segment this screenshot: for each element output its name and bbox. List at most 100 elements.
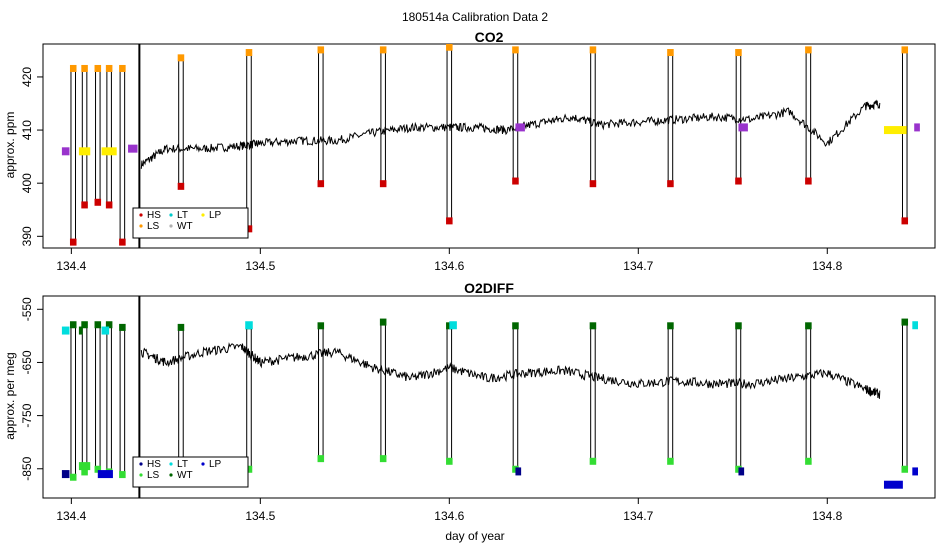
- calibration-spike: [106, 325, 112, 472]
- co2-x-axis: 134.4 134.5 134.6 134.7 134.8: [56, 248, 843, 273]
- legend-marker: [169, 224, 173, 228]
- x-tick-label: 134.7: [623, 259, 653, 273]
- spike-top-marker: [667, 49, 674, 57]
- flat-segment: [61, 470, 70, 479]
- spike-bottom-marker: [69, 473, 77, 481]
- spike-top-marker: [69, 64, 77, 72]
- y-tick-label: -750: [20, 403, 34, 427]
- y-tick-label: -850: [20, 456, 34, 480]
- x-tick-label: 134.6: [434, 259, 464, 273]
- calibration-spike: [318, 326, 324, 459]
- calibration-spike: [119, 68, 126, 242]
- calibration-spike: [590, 326, 596, 461]
- y-tick-label: 410: [20, 120, 34, 140]
- x-tick-label: 134.4: [56, 509, 86, 523]
- flat-segment: [128, 144, 138, 153]
- calibration-spike: [70, 68, 77, 242]
- spike-bottom-marker: [81, 468, 88, 476]
- flat-segment: [449, 321, 457, 330]
- legend-marker: [169, 213, 173, 217]
- o2diff-y-axis: -850 -750 -650 -550: [20, 297, 43, 481]
- calibration-spike: [81, 68, 88, 205]
- co2-title: CO2: [475, 29, 504, 45]
- calibration-spike: [735, 53, 742, 181]
- y-tick-label: -650: [20, 350, 34, 374]
- co2-ylabel: approx. ppm: [3, 112, 17, 179]
- x-tick-label: 134.4: [56, 259, 86, 273]
- calibration-spike: [512, 326, 519, 469]
- calibration-spike: [119, 327, 126, 475]
- flat-segment: [245, 321, 253, 330]
- x-tick-label: 134.8: [812, 509, 842, 523]
- co2-plot-frame: [42, 43, 936, 249]
- legend-entry: WT: [177, 470, 193, 481]
- calibration-spike: [178, 327, 184, 469]
- o2diff-plot-frame: [42, 295, 936, 499]
- x-axis-label: day of year: [445, 529, 504, 543]
- y-tick-label: 400: [20, 173, 34, 193]
- spike-bottom-marker: [94, 198, 102, 206]
- o2diff-title: O2DIFF: [464, 280, 514, 296]
- flat-segment: [738, 467, 745, 476]
- calibration-spike: [901, 322, 908, 469]
- spike-bottom-marker: [667, 457, 674, 465]
- spike-bottom-marker: [667, 180, 674, 188]
- y-tick-label: 390: [20, 226, 34, 246]
- flat-segment: [78, 147, 91, 156]
- spike-bottom-marker: [446, 217, 453, 225]
- flat-segment: [738, 123, 748, 132]
- legend-marker: [139, 473, 143, 477]
- spike-top-marker: [81, 321, 88, 329]
- flat-segment: [515, 467, 522, 476]
- spike-bottom-marker: [119, 471, 126, 479]
- o2diff-ylabel: approx. per meg: [3, 352, 17, 439]
- flat-segment: [101, 326, 110, 335]
- calibration-spike: [380, 50, 386, 184]
- calibration-spike: [246, 53, 252, 229]
- spike-top-marker: [317, 322, 325, 330]
- spike-top-marker: [589, 322, 597, 330]
- calibration-spike: [246, 326, 252, 469]
- spike-bottom-marker: [94, 465, 102, 473]
- o2diff-legend-box: [132, 456, 249, 488]
- calibration-spike: [106, 68, 112, 205]
- calibration-spike: [735, 326, 742, 469]
- flat-segment: [101, 147, 117, 156]
- spike-bottom-marker: [379, 180, 387, 188]
- spike-top-marker: [94, 321, 102, 329]
- spike-top-marker: [105, 321, 113, 329]
- calibration-spike: [667, 53, 674, 184]
- legend-marker: [139, 224, 143, 228]
- flat-segment: [97, 470, 113, 479]
- legend-entry: LP: [209, 210, 222, 221]
- calibration-spike: [318, 50, 324, 184]
- x-tick-label: 134.6: [434, 509, 464, 523]
- y-tick-label: -550: [20, 297, 34, 321]
- legend-entry: LP: [209, 459, 222, 470]
- spike-bottom-marker: [805, 457, 812, 465]
- spike-bottom-marker: [69, 238, 77, 246]
- o2diff-panel: O2DIFF approx. per meg 134.4 134.5 134.6 13…: [3, 280, 936, 523]
- spike-top-marker: [94, 64, 102, 72]
- spike-top-marker: [379, 46, 387, 54]
- flat-segment: [912, 321, 918, 330]
- calibration-spike: [95, 325, 101, 469]
- x-tick-label: 134.8: [812, 259, 842, 273]
- calibration-spike: [380, 322, 386, 459]
- legend-marker: [139, 213, 143, 217]
- flat-segment: [515, 123, 525, 132]
- y-tick-label: 420: [20, 67, 34, 87]
- spike-bottom-marker: [512, 177, 519, 185]
- spike-bottom-marker: [901, 465, 909, 473]
- spike-bottom-marker: [589, 180, 597, 188]
- figure-main-title: 180514a Calibration Data 2: [402, 10, 548, 24]
- calibration-spike: [178, 58, 184, 186]
- legend-marker: [169, 462, 173, 466]
- series-line: [140, 342, 881, 399]
- calibration-spike: [805, 326, 812, 461]
- co2-series: [61, 44, 920, 248]
- spike-top-marker: [81, 64, 88, 72]
- spike-top-marker: [317, 46, 325, 54]
